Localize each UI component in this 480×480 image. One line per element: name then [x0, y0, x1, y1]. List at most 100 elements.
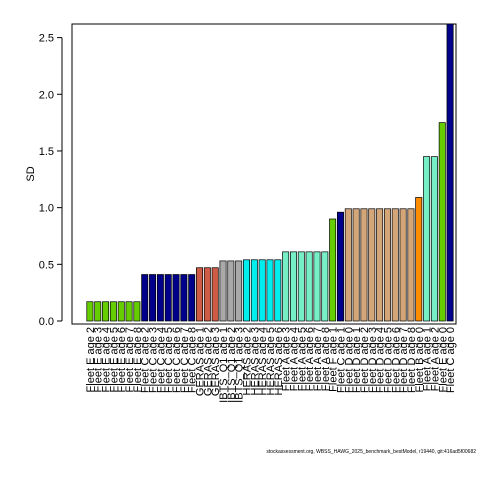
x-tick-label: Fleet F age 1 — [328, 327, 340, 392]
y-axis: 0.0 0.5 1.0 1.5 2.0 2.5 — [39, 33, 63, 328]
x-tick-label: Fleet E age 5 — [108, 327, 120, 392]
bar — [282, 251, 290, 322]
x-tick-label: Fleet C age 7 — [179, 327, 191, 393]
bar — [149, 274, 157, 322]
x-tick-label: Fleet E age 2 — [85, 327, 97, 392]
bar — [125, 301, 133, 322]
bar — [329, 218, 337, 322]
bar — [399, 208, 407, 322]
x-tick-label: Fleet C age 4 — [155, 327, 167, 393]
bar — [297, 251, 305, 322]
x-tick-label: Fleet C age 0 — [445, 327, 457, 393]
x-tick-label: Fleet D age 4 — [375, 327, 387, 393]
x-tick-label: IBTS_Q1 age 1 — [218, 327, 230, 403]
y-tick-label: 1.5 — [39, 146, 54, 158]
bar — [86, 301, 94, 322]
x-tick-label: Fleet C age 3 — [148, 327, 160, 393]
bar — [313, 251, 321, 322]
bar — [141, 274, 149, 322]
bar — [376, 208, 384, 322]
x-tick-label: Fleet D age 3 — [367, 327, 379, 393]
x-tick-label: GERAS age 3 — [210, 327, 222, 396]
x-tick-label: IBTS_Q1 age 2 — [226, 327, 238, 403]
bar — [368, 208, 376, 322]
y-tick-label: 1.0 — [39, 203, 54, 215]
x-tick-label: Fleet E age 4 — [101, 327, 113, 392]
bar — [211, 267, 219, 322]
bar — [360, 208, 368, 322]
bar — [415, 197, 423, 322]
y-tick-label: 2.0 — [39, 89, 54, 101]
x-tick-label: Fleet A age 8 — [320, 327, 332, 391]
x-tick-label: Fleet D age 7 — [398, 327, 410, 393]
bar — [274, 259, 282, 322]
y-tick-label: 0.0 — [39, 316, 54, 328]
bar — [305, 251, 313, 322]
x-tick-label: Fleet E age 0 — [437, 327, 449, 392]
x-tick-label: Fleet A age 2 — [429, 327, 441, 391]
x-tick-label: Fleet E age 7 — [124, 327, 136, 392]
x-tick-label: Fleet A age 6 — [304, 327, 316, 391]
footer-text: stockassessment.org, WBSS_HAWG_2025_benc… — [266, 449, 476, 455]
bar — [102, 301, 110, 322]
x-tick-label: Fleet B age 0 — [414, 327, 426, 392]
x-tick-label: Fleet D age 6 — [390, 327, 402, 393]
bar — [227, 260, 235, 322]
x-tick-label: Fleet C age 8 — [187, 327, 199, 393]
bar — [235, 260, 243, 322]
x-tick-label: HERAS age 3 — [249, 327, 261, 395]
x-tick-label: GERAS age 1 — [195, 327, 207, 396]
x-tick-label: Fleet C age 5 — [163, 327, 175, 393]
x-tick-label: Fleet D age 8 — [406, 327, 418, 393]
x-tick-label: Fleet A age 5 — [296, 327, 308, 391]
bar — [352, 208, 360, 322]
x-tick-label: HERAS age 4 — [257, 327, 269, 395]
y-axis-label: SD — [25, 166, 37, 181]
bar — [391, 208, 399, 322]
x-tick-label: Fleet E age 3 — [93, 327, 105, 392]
x-tick-label: Fleet D age 2 — [359, 327, 371, 393]
bar — [117, 301, 125, 322]
x-tick-label: IBTS_Q1 age 3 — [234, 327, 246, 403]
x-tick-label: HERAS age 6 — [273, 327, 285, 395]
x-tick-label: HERAS age 5 — [265, 327, 277, 395]
x-tick-label: Fleet D age 5 — [382, 327, 394, 393]
bar — [188, 274, 196, 322]
bars — [86, 23, 454, 322]
y-tick-label: 2.5 — [39, 33, 54, 45]
bar — [344, 208, 352, 322]
bar — [164, 274, 172, 322]
bar — [407, 208, 415, 322]
plot-box — [71, 23, 457, 325]
bar — [290, 251, 297, 322]
x-tick-label: Fleet C age 6 — [171, 327, 183, 393]
x-tick-label: Fleet E age 8 — [132, 327, 144, 392]
x-tick-label: HERAS age 2 — [242, 327, 254, 395]
bar — [196, 267, 204, 322]
bar — [438, 122, 446, 322]
bar — [423, 156, 431, 322]
x-tick-label: Fleet D age 1 — [351, 327, 363, 393]
bar — [336, 211, 344, 322]
bar — [180, 274, 188, 322]
x-tick-label: GERAS age 2 — [202, 327, 214, 396]
x-tick-label: Fleet A age 3 — [281, 327, 293, 391]
bar — [383, 208, 391, 322]
x-tick-label: Fleet D age 0 — [343, 327, 355, 393]
bar — [321, 251, 329, 322]
bar — [430, 156, 438, 322]
bar — [219, 260, 227, 322]
bar — [243, 259, 250, 322]
bar — [250, 259, 258, 322]
bar — [156, 274, 164, 322]
bar — [172, 274, 180, 322]
x-tick-label: Fleet E age 6 — [116, 327, 128, 392]
x-tick-label: Fleet A age 1 — [422, 327, 434, 391]
bar — [94, 301, 102, 322]
bar — [446, 23, 454, 322]
y-tick-label: 0.5 — [39, 259, 54, 271]
x-tick-label: Fleet A age 4 — [288, 327, 300, 391]
bar — [258, 259, 266, 322]
